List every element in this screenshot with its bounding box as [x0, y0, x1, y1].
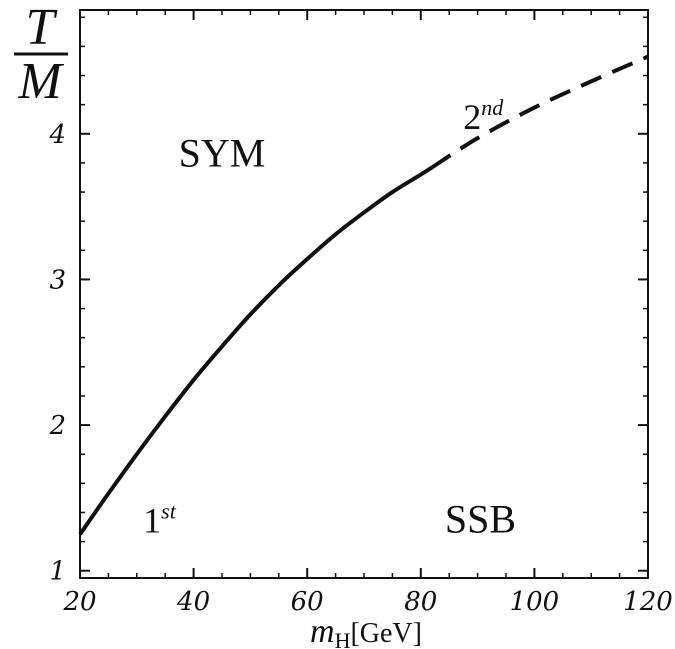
x-tick-label: 20	[62, 587, 96, 617]
annotation-first-order-number: 1	[143, 500, 161, 540]
data-series	[78, 54, 649, 536]
y-axis-label: T M	[14, 0, 68, 110]
x-tick-label: 60	[291, 587, 324, 617]
x-axis-label: mH[GeV]	[310, 613, 422, 649]
y-axis-label-denominator: M	[17, 53, 64, 110]
annotation-sym: SYM	[179, 131, 266, 176]
annotation-first-order-suffix: st	[161, 498, 177, 523]
y-axis-label-numerator: T	[26, 0, 58, 56]
y-tick-label: 2	[48, 411, 66, 441]
x-tick-label: 80	[404, 587, 437, 617]
annotation-second-order-suffix: nd	[481, 95, 504, 120]
x-tick-label: 100	[510, 587, 560, 617]
annotation-second-order-number: 2	[463, 97, 481, 137]
y-tick-label: 1	[49, 557, 66, 587]
x-axis-label-subscript: H	[335, 628, 351, 649]
x-axis-label-symbol: m	[310, 613, 335, 649]
annotation-second-order: 2nd	[463, 95, 504, 137]
axis-ticks: 20 40 60 80 100 120 1 2 3 4	[48, 10, 673, 617]
y-tick-label: 3	[49, 265, 66, 295]
x-tick-label: 120	[623, 587, 673, 617]
x-axis-label-unit: [GeV]	[350, 618, 422, 649]
x-tick-label: 40	[176, 587, 210, 617]
y-tick-label: 4	[48, 120, 66, 150]
annotation-first-order: 1st	[143, 498, 177, 540]
first-order-line	[78, 165, 434, 536]
annotation-ssb: SSB	[445, 496, 516, 541]
second-order-line	[431, 54, 649, 169]
